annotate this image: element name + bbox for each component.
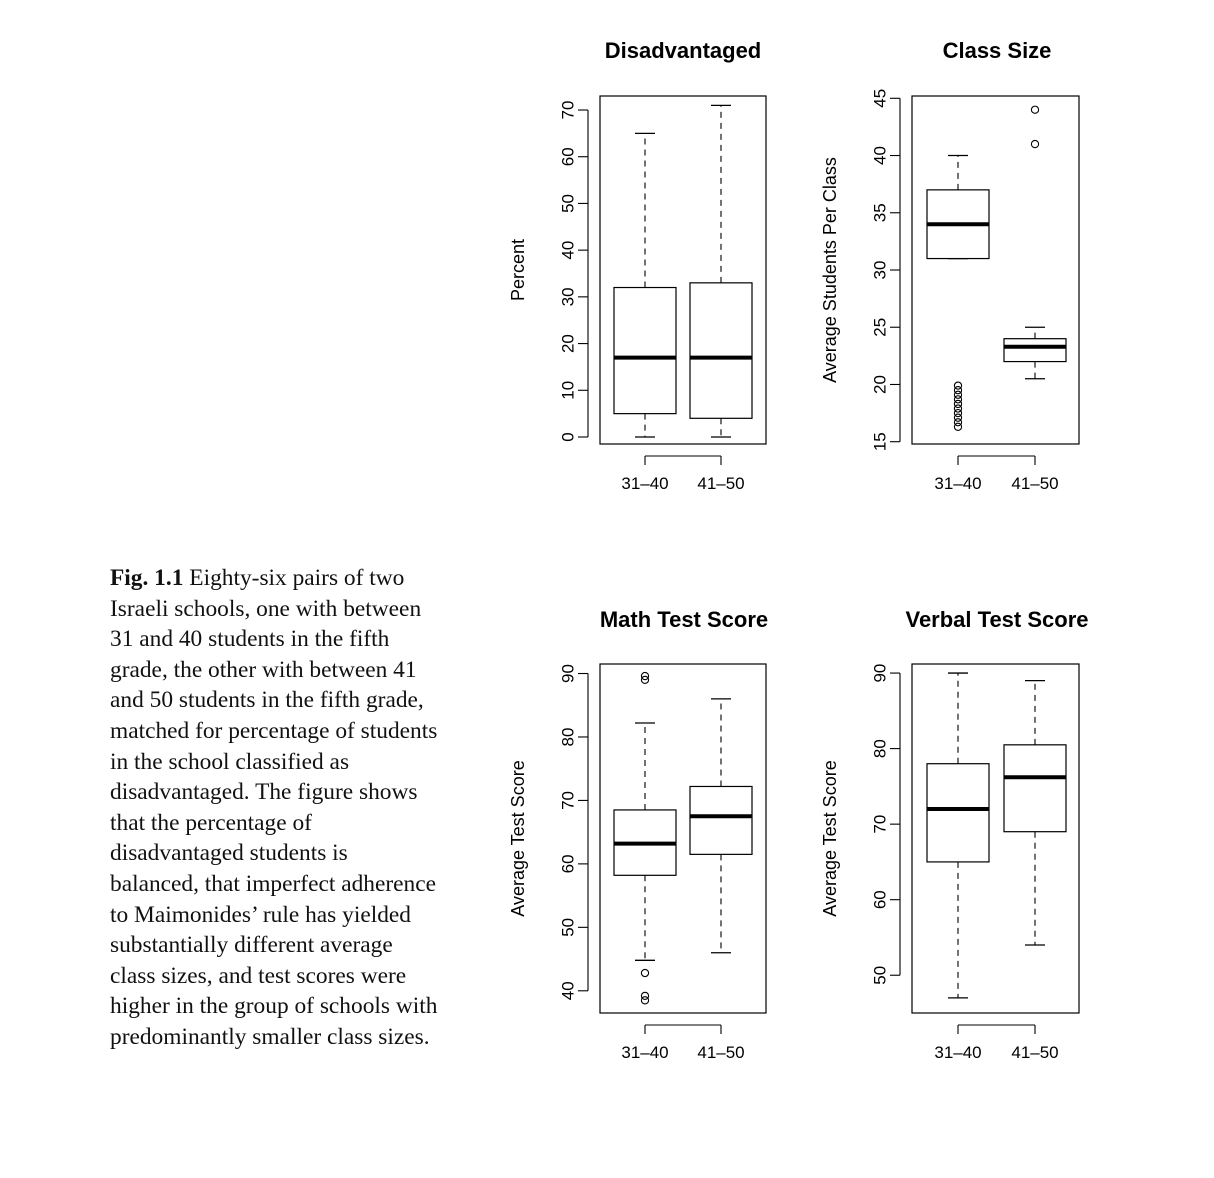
y-tick-label: 50 [559,918,578,937]
y-tick-label: 90 [559,664,578,683]
outlier-point [953,408,963,418]
y-tick-label: 50 [871,966,890,985]
x-tick-label: 41–50 [697,474,744,493]
box [613,671,677,1005]
box [1003,105,1067,380]
outlier-point [953,395,963,404]
boxplot-panel: Verbal Test Score Average Test Score 50 60 7… [820,607,1089,1062]
y-tick-label: 70 [559,791,578,810]
y-tick-label: 20 [871,375,890,394]
y-tick-label: 80 [559,728,578,747]
outlier-point [953,404,963,413]
plot-frame [911,663,1080,1014]
plot-title: Verbal Test Score [905,607,1088,632]
box-iqr [689,282,753,419]
plot-frame [599,95,767,445]
box [689,104,753,438]
outlier-point [640,968,650,978]
y-tick-label: 25 [871,318,890,337]
y-tick-label: 50 [559,194,578,213]
y-tick-label: 45 [871,89,890,108]
y-axis-label: Average Test Score [820,760,840,916]
outlier-point [1030,105,1040,114]
y-tick-label: 40 [559,981,578,1000]
x-tick-label: 31–40 [934,474,981,493]
box [613,132,677,438]
box-iqr [926,763,990,863]
box-iqr [613,286,677,415]
y-axis-label: Average Test Score [508,760,528,916]
outlier-point [953,413,963,422]
box [689,698,753,954]
plot-title: Math Test Score [600,607,768,632]
x-tick-label: 41–50 [1011,474,1058,493]
outlier-point [953,418,963,427]
y-tick-label: 35 [871,203,890,222]
outlier-point [953,422,963,431]
plot-frame [911,95,1080,445]
x-tick-label: 31–40 [621,474,668,493]
x-tick-label: 41–50 [697,1043,744,1062]
outlier-point [640,671,650,681]
y-tick-label: 10 [559,381,578,400]
caption-text: Eighty-six pairs of two Israeli schools,… [110,565,438,1050]
y-tick-label: 40 [559,241,578,260]
boxplot-panel: Disadvantaged Percent 0 10 20 30 40 50 60 70 31–40… [508,38,767,493]
outlier-point [953,381,963,390]
box [926,672,990,999]
y-tick-label: 20 [559,334,578,353]
y-tick-label: 30 [559,287,578,306]
box-iqr [1003,338,1067,363]
boxplot-panel: Math Test Score Average Test Score 40 50 60 7… [508,607,768,1062]
y-tick-label: 30 [871,261,890,280]
y-tick-label: 70 [871,815,890,834]
box [1003,679,1067,946]
plot-frame [599,663,767,1014]
outlier-point [953,390,963,399]
outlier-point [640,996,650,1005]
box-iqr [1003,744,1067,833]
box-iqr [689,785,753,855]
caption-label: Fig. 1.1 [110,565,184,591]
figure-caption: Fig. 1.1 Eighty-six pairs of two Israeli… [110,563,440,1053]
y-axis-label: Percent [508,239,528,301]
y-tick-label: 60 [559,147,578,166]
x-tick-label: 31–40 [934,1043,981,1062]
y-tick-label: 60 [871,890,890,909]
boxplot-panel: Class Size Average Students Per Class 15 20… [820,38,1080,493]
y-tick-label: 40 [871,146,890,165]
outlier-point [953,399,963,409]
outlier-point [640,675,650,685]
y-tick-label: 0 [559,432,578,441]
box [926,154,990,431]
plot-title: Class Size [943,38,1052,63]
plot-title: Disadvantaged [605,38,762,63]
outlier-point [953,386,963,395]
outlier-point [1030,139,1040,149]
x-tick-label: 31–40 [621,1043,668,1062]
outlier-point [640,991,650,1001]
x-tick-label: 41–50 [1011,1043,1058,1062]
y-tick-label: 60 [559,854,578,873]
y-tick-label: 15 [871,432,890,451]
y-tick-label: 90 [871,664,890,683]
y-tick-label: 80 [871,739,890,758]
y-axis-label: Average Students Per Class [820,157,840,383]
y-tick-label: 70 [559,101,578,120]
